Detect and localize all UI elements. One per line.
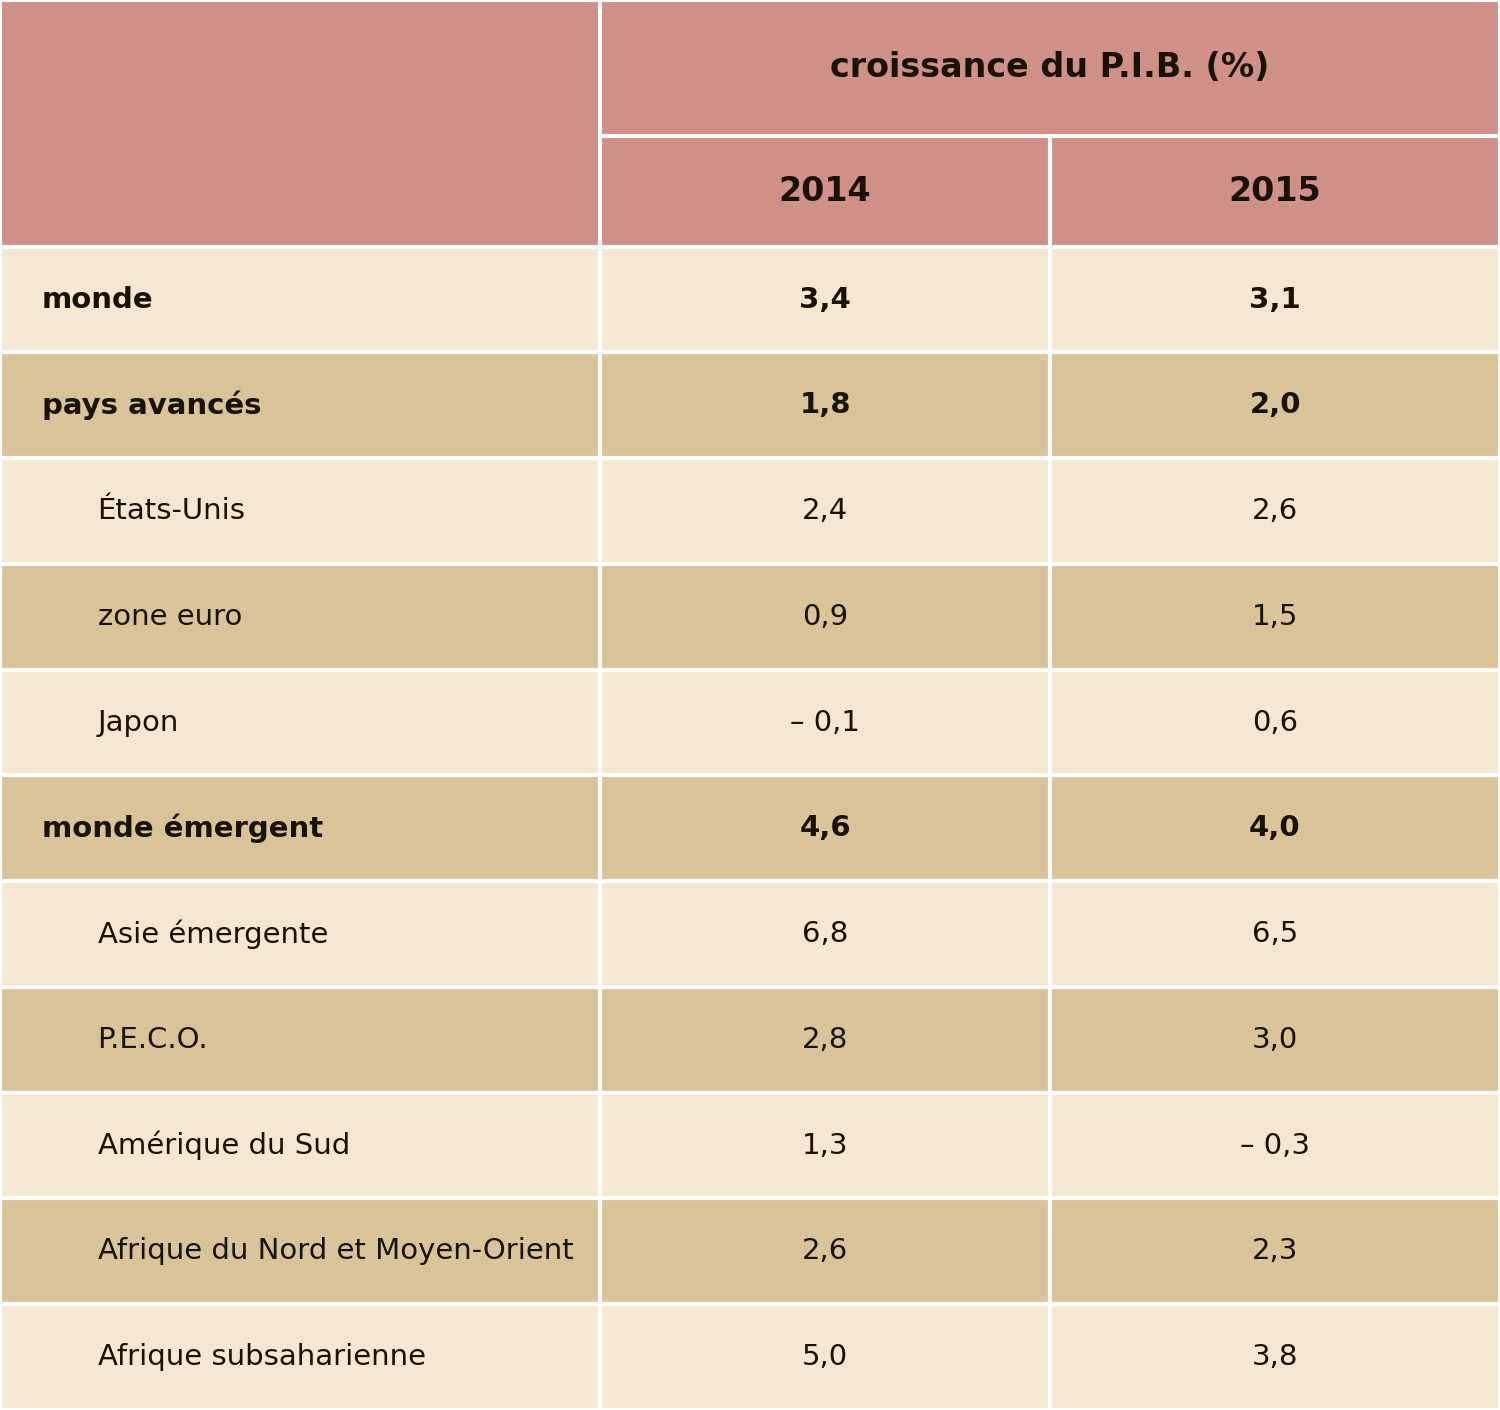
Text: – 0,1: – 0,1 — [790, 709, 859, 736]
Bar — [1050, 352, 1500, 458]
Bar — [600, 776, 1050, 881]
Bar — [600, 1304, 1050, 1410]
Bar — [0, 987, 600, 1093]
Bar — [0, 247, 600, 352]
Bar — [1050, 564, 1500, 670]
Bar — [1050, 776, 1500, 881]
Text: 1,5: 1,5 — [1252, 603, 1298, 630]
Bar — [1050, 1093, 1500, 1198]
Bar — [0, 670, 600, 776]
Text: 2014: 2014 — [778, 175, 871, 207]
Text: 5,0: 5,0 — [802, 1344, 847, 1371]
Text: 3,0: 3,0 — [1252, 1026, 1298, 1053]
Text: 3,1: 3,1 — [1250, 286, 1300, 313]
Text: 2,6: 2,6 — [802, 1238, 847, 1265]
Bar — [1050, 1304, 1500, 1410]
Text: 2,8: 2,8 — [802, 1026, 847, 1053]
Bar — [1050, 881, 1500, 987]
Text: Amérique du Sud: Amérique du Sud — [98, 1131, 350, 1160]
Text: 0,9: 0,9 — [802, 603, 847, 630]
Text: États-Unis: États-Unis — [98, 498, 246, 525]
Text: 3,8: 3,8 — [1251, 1344, 1298, 1371]
Text: 2,0: 2,0 — [1250, 392, 1300, 419]
Bar — [0, 1304, 600, 1410]
Bar — [0, 776, 600, 881]
Bar — [1050, 670, 1500, 776]
Text: Afrique subsaharienne: Afrique subsaharienne — [98, 1344, 426, 1371]
Text: 1,3: 1,3 — [802, 1132, 849, 1159]
Text: 6,8: 6,8 — [802, 921, 847, 948]
Bar — [0, 135, 600, 247]
Text: 2,4: 2,4 — [802, 498, 847, 525]
Text: 2,6: 2,6 — [1252, 498, 1298, 525]
Bar — [1050, 458, 1500, 564]
Text: 1,8: 1,8 — [800, 392, 850, 419]
Bar — [600, 881, 1050, 987]
Bar — [600, 247, 1050, 352]
Text: Japon: Japon — [98, 709, 178, 736]
Bar — [0, 458, 600, 564]
Bar — [600, 1093, 1050, 1198]
Text: monde émergent: monde émergent — [42, 814, 322, 843]
Text: – 0,3: – 0,3 — [1240, 1132, 1310, 1159]
Bar — [0, 1198, 600, 1304]
Bar — [1050, 1198, 1500, 1304]
Bar — [1050, 135, 1500, 247]
Text: 2,3: 2,3 — [1252, 1238, 1298, 1265]
Bar — [1050, 247, 1500, 352]
Bar — [0, 881, 600, 987]
Text: monde: monde — [42, 286, 153, 313]
Bar — [0, 352, 600, 458]
Text: 0,6: 0,6 — [1252, 709, 1298, 736]
Bar — [0, 564, 600, 670]
Text: zone euro: zone euro — [98, 603, 242, 630]
Bar — [1050, 987, 1500, 1093]
Bar — [600, 135, 1050, 247]
Text: Afrique du Nord et Moyen-Orient: Afrique du Nord et Moyen-Orient — [98, 1238, 573, 1265]
Text: 4,0: 4,0 — [1250, 815, 1300, 842]
Bar — [600, 670, 1050, 776]
Text: croissance du P.I.B. (%): croissance du P.I.B. (%) — [831, 51, 1269, 85]
Text: 3,4: 3,4 — [800, 286, 850, 313]
Bar — [600, 1198, 1050, 1304]
Text: pays avancés: pays avancés — [42, 391, 261, 420]
Bar — [600, 564, 1050, 670]
Bar — [600, 0, 1500, 135]
Bar — [0, 0, 600, 135]
Bar — [0, 1093, 600, 1198]
Bar — [600, 987, 1050, 1093]
Bar — [600, 352, 1050, 458]
Bar — [600, 458, 1050, 564]
Text: 2015: 2015 — [1228, 175, 1322, 207]
Text: Asie émergente: Asie émergente — [98, 919, 328, 949]
Text: 6,5: 6,5 — [1252, 921, 1298, 948]
Text: P.E.C.O.: P.E.C.O. — [98, 1026, 208, 1053]
Text: 4,6: 4,6 — [800, 815, 850, 842]
